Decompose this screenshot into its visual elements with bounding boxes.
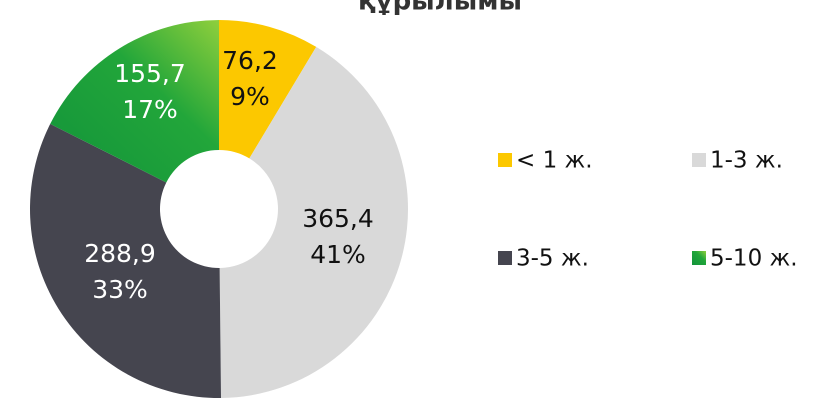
percent-label: 9% — [230, 82, 270, 111]
legend-swatch — [498, 251, 512, 265]
percent-label: 33% — [92, 275, 148, 304]
value-label: 76,2 — [222, 46, 278, 75]
value-label: 288,9 — [84, 239, 156, 268]
legend-swatch — [692, 153, 706, 167]
legend-label: 1-3 ж. — [710, 148, 783, 174]
percent-label: 17% — [122, 95, 178, 124]
percent-label: 41% — [310, 240, 366, 269]
donut-slice — [219, 46, 408, 398]
legend-swatch — [692, 251, 706, 265]
donut-slice — [219, 20, 317, 159]
value-label: 365,4 — [302, 204, 374, 233]
chart-title: құрылымы — [358, 0, 522, 17]
legend-label: 5-10 ж. — [710, 246, 798, 272]
value-label: 155,7 — [114, 59, 186, 88]
donut-slice — [50, 20, 219, 183]
donut-slice — [30, 123, 222, 398]
legend-label: < 1 ж. — [516, 148, 593, 174]
legend-label: 3-5 ж. — [516, 246, 589, 272]
legend-swatch — [498, 153, 512, 167]
